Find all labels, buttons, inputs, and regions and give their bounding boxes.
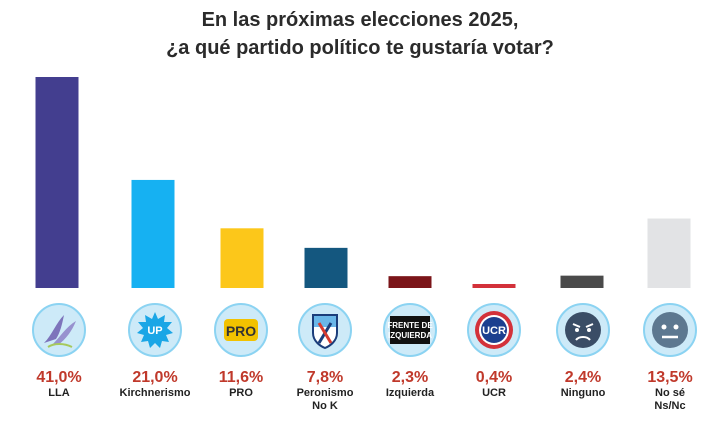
chart-title-line-1: En las próximas elecciones 2025, bbox=[201, 9, 519, 31]
category-label-no-se-line-1: No sé bbox=[655, 387, 685, 399]
category-label-peronismo-line-1: Peronismo bbox=[296, 387, 354, 399]
neutral-face-icon bbox=[643, 303, 697, 357]
fit-logo-text-1: FRENTE DE bbox=[387, 321, 433, 330]
bar-lla bbox=[35, 77, 79, 288]
category-label-izquierda: Izquierda bbox=[365, 387, 455, 400]
category-label-no-se: No sé Ns/Nc bbox=[625, 387, 715, 413]
up-sun-logo-icon: UP bbox=[128, 303, 182, 357]
chart-title: En las próximas elecciones 2025, ¿a qué … bbox=[0, 6, 720, 62]
category-lla: 41,0% LLA bbox=[14, 303, 104, 400]
category-label-no-se-line-2: Ns/Nc bbox=[654, 400, 686, 412]
bar-pro bbox=[220, 228, 264, 288]
up-logo-text: UP bbox=[147, 325, 162, 337]
bar-kirchnerismo bbox=[131, 179, 175, 288]
category-label-izquierda-line: Izquierda bbox=[385, 387, 435, 399]
category-ucr: UCR 0,4% UCR bbox=[449, 303, 539, 400]
value-label-no-se: 13,5% bbox=[647, 369, 693, 386]
category-peronismo-no-k: 7,8% Peronismo No K bbox=[280, 303, 370, 413]
category-pro: PRO 11,6% PRO bbox=[196, 303, 286, 400]
category-label-kirchnerismo: Kirchnerismo bbox=[110, 387, 200, 400]
bar-peronismo-no-k bbox=[304, 247, 348, 288]
chart-title-line-2: ¿a qué partido político te gustaría vota… bbox=[166, 37, 554, 59]
bar-no-se bbox=[647, 218, 691, 288]
category-izquierda: FRENTE DE IZQUIERDA 2,3% Izquierda bbox=[365, 303, 455, 400]
category-label-ninguno: Ninguno bbox=[538, 387, 628, 400]
fit-logo-text-2: IZQUIERDA bbox=[388, 331, 432, 340]
category-label-peronismo-line-2: No K bbox=[312, 400, 338, 412]
value-label-peronismo-no-k: 7,8% bbox=[306, 369, 344, 386]
pro-logo-icon: PRO bbox=[214, 303, 268, 357]
category-label-ucr-line: UCR bbox=[482, 387, 506, 399]
value-label-pro: 11,6% bbox=[218, 369, 264, 386]
bar-izquierda bbox=[388, 276, 432, 288]
category-label-pro: PRO bbox=[196, 387, 286, 400]
category-label-ucr: UCR bbox=[449, 387, 539, 400]
category-label-ninguno-line: Ninguno bbox=[560, 387, 606, 399]
value-label-ninguno: 2,4% bbox=[564, 369, 602, 386]
value-label-izquierda: 2,3% bbox=[391, 369, 429, 386]
category-label-lla-line: LLA bbox=[48, 387, 70, 399]
category-kirchnerismo: UP 21,0% Kirchnerismo bbox=[110, 303, 200, 400]
lla-dove-logo-icon bbox=[32, 303, 86, 357]
pro-logo-text: PRO bbox=[226, 323, 256, 339]
category-label-lla: LLA bbox=[14, 387, 104, 400]
category-no-se: 13,5% No sé Ns/Nc bbox=[625, 303, 715, 413]
frente-izquierda-logo-icon: FRENTE DE IZQUIERDA bbox=[383, 303, 437, 357]
bar-ucr bbox=[472, 284, 516, 288]
bar-ninguno bbox=[560, 275, 604, 288]
peronismo-shield-logo-icon bbox=[298, 303, 352, 357]
angry-face-icon bbox=[556, 303, 610, 357]
value-label-kirchnerismo: 21,0% bbox=[132, 369, 178, 386]
value-label-ucr: 0,4% bbox=[475, 369, 513, 386]
value-label-lla: 41,0% bbox=[36, 369, 82, 386]
ucr-logo-text: UCR bbox=[482, 325, 506, 337]
ucr-logo-icon: UCR bbox=[467, 303, 521, 357]
category-label-kirchnerismo-line: Kirchnerismo bbox=[119, 387, 191, 399]
category-ninguno: 2,4% Ninguno bbox=[538, 303, 628, 400]
category-label-pro-line: PRO bbox=[229, 387, 253, 399]
category-label-peronismo-no-k: Peronismo No K bbox=[280, 387, 370, 413]
